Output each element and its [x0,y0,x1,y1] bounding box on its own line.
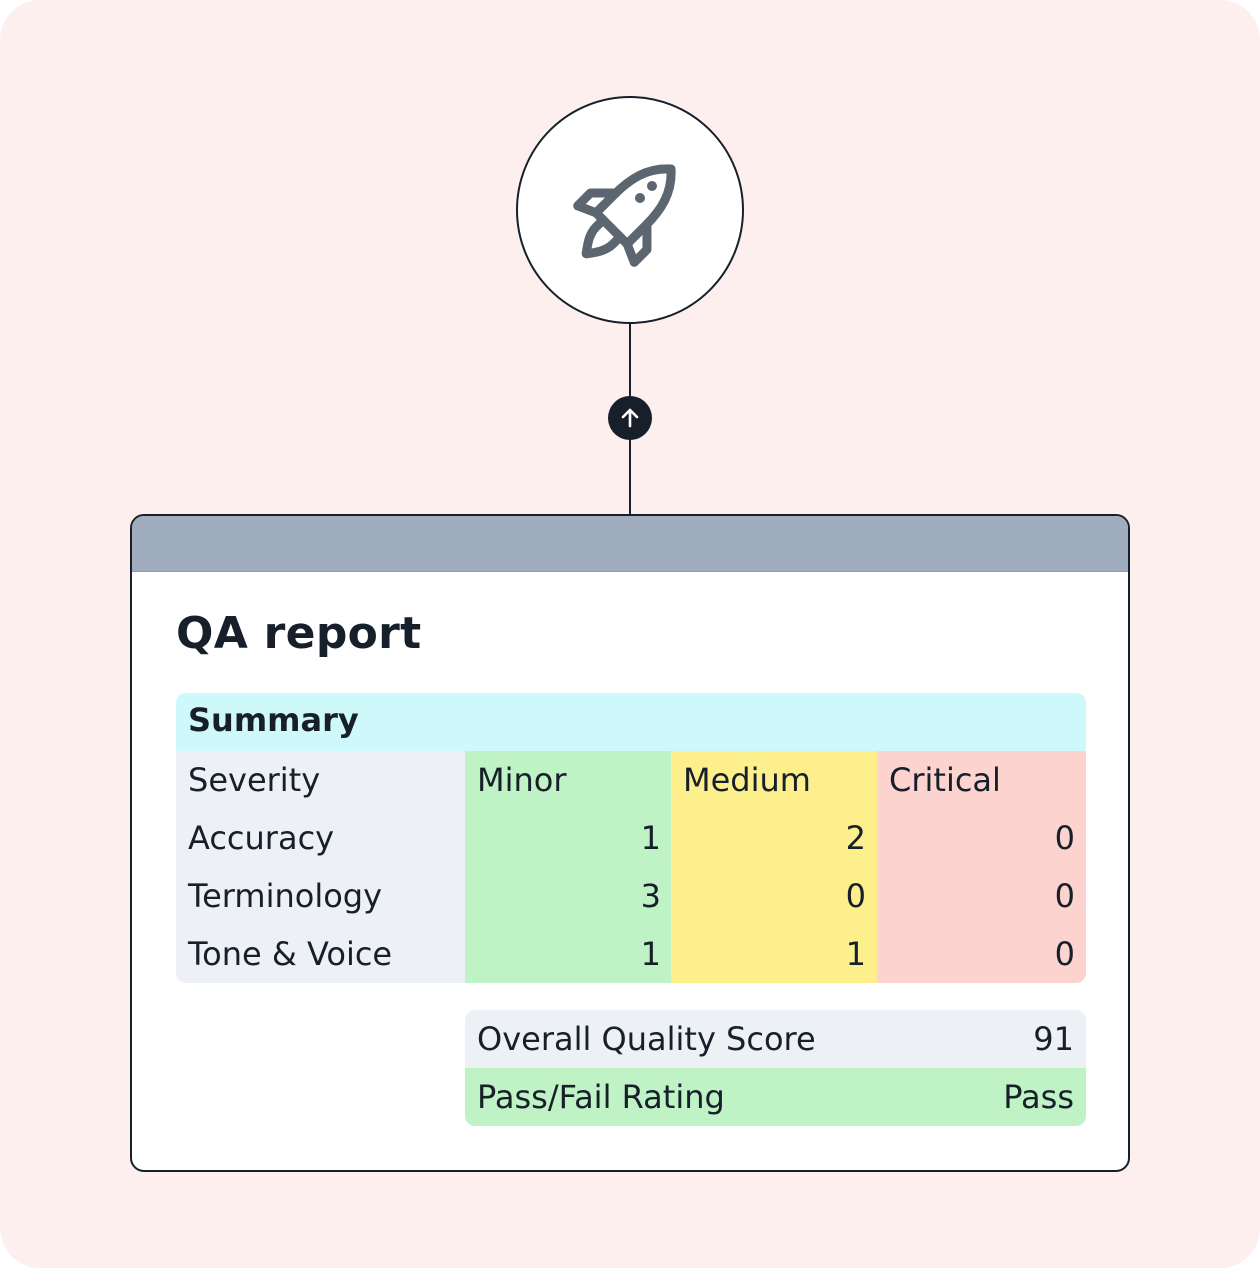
window-title-bar [132,516,1128,572]
quality-score-row: Overall Quality Score 91 [465,1010,1086,1068]
cell-accuracy-medium: 2 [845,819,866,857]
cell-accuracy-critical: 0 [1054,819,1075,857]
cell-accuracy-minor: 1 [640,819,661,857]
rocket-icon [573,164,676,267]
row-label-accuracy: Accuracy [188,819,335,857]
arrow-up-icon [621,408,639,428]
column-header-medium: Medium [683,761,811,799]
cell-terminology-critical: 0 [1054,877,1075,915]
column-header-critical: Critical [889,761,1001,799]
column-header-minor: Minor [477,761,567,799]
cell-terminology-minor: 3 [640,877,661,915]
quality-score-value: 91 [1033,1020,1074,1058]
medium-column [671,751,877,983]
rocket-node [516,96,744,324]
summary-heading: Summary [188,701,359,739]
cell-tone-voice-minor: 1 [640,935,661,973]
severity-label: Severity [188,761,321,799]
row-label-terminology: Terminology [188,877,383,915]
minor-column [465,751,671,983]
cell-terminology-medium: 0 [845,877,866,915]
summary-table: Summary Severity Minor Medium Critical A… [176,693,1086,983]
pass-fail-label: Pass/Fail Rating [477,1078,725,1116]
summary-header: Summary [176,693,1086,751]
pass-fail-value: Pass [1003,1078,1074,1116]
pass-fail-row: Pass/Fail Rating Pass [465,1068,1086,1126]
cell-tone-voice-critical: 0 [1054,935,1075,973]
row-label-tone-voice: Tone & Voice [188,935,393,973]
critical-column [877,751,1086,983]
score-table: Overall Quality Score 91 Pass/Fail Ratin… [465,1010,1086,1126]
connector-badge [608,396,652,440]
quality-score-label: Overall Quality Score [477,1020,816,1058]
cell-tone-voice-medium: 1 [845,935,866,973]
report-title: QA report [176,608,422,659]
report-window: QA report Summary Severity Minor Medium … [130,514,1130,1172]
